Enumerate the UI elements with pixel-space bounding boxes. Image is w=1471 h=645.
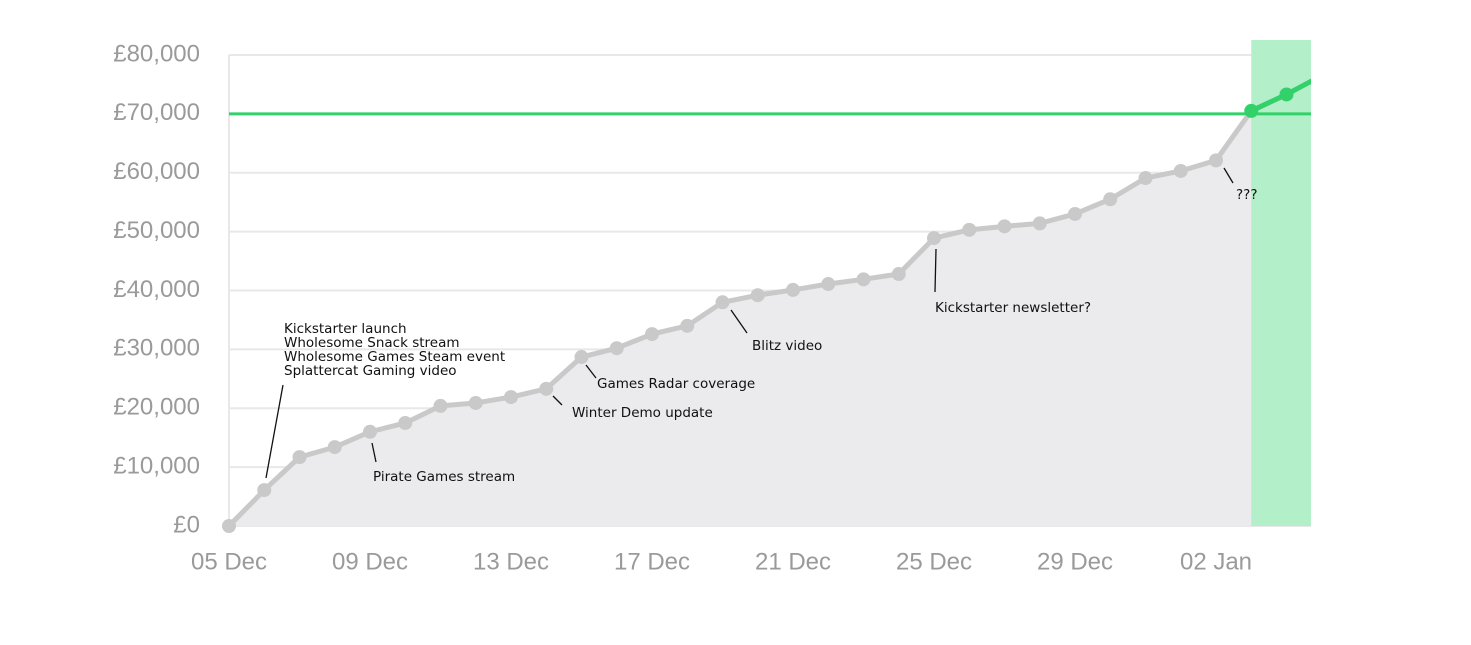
annotation-leader (371, 442, 377, 463)
area (229, 81, 1311, 526)
annotation-leader (265, 384, 284, 479)
x-tick-label: 09 Dec (332, 548, 408, 575)
x-tick-label: 25 Dec (896, 548, 972, 575)
x-tick-label: 13 Dec (473, 548, 549, 575)
point (327, 440, 342, 455)
point (1103, 192, 1118, 207)
annotation: Wholesome Snack stream (284, 335, 460, 351)
point (645, 327, 659, 342)
point (891, 267, 906, 282)
annotation: Wholesome Games Steam event (284, 349, 505, 365)
x-tick-label: 17 Dec (614, 548, 690, 575)
y-tick-label: £60,000 (113, 158, 200, 185)
annotation: Kickstarter launch (284, 321, 407, 337)
annotation: Kickstarter newsletter? (935, 300, 1091, 316)
x-tick-label: 29 Dec (1037, 548, 1113, 575)
annotation: ??? (1236, 187, 1258, 203)
point (222, 519, 236, 533)
line-above-goal (1250, 78, 1311, 114)
point (292, 450, 307, 465)
point (363, 424, 377, 439)
point (786, 282, 800, 297)
point (504, 390, 518, 405)
y-tick-label: £80,000 (113, 40, 200, 67)
point (574, 350, 589, 365)
point (1068, 206, 1082, 221)
annotation: Pirate Games stream (373, 469, 515, 485)
point (539, 381, 554, 396)
point (1138, 171, 1153, 186)
y-tick-label: £10,000 (113, 452, 200, 479)
point (433, 398, 448, 413)
point (856, 272, 871, 287)
y-tick-label: £50,000 (113, 217, 200, 244)
y-tick-label: £0 (173, 511, 200, 538)
annotation-leader (1223, 167, 1234, 184)
annotation: Winter Demo update (572, 405, 713, 421)
y-tick-label: £30,000 (113, 335, 200, 362)
y-tick-label: £70,000 (113, 99, 200, 126)
point (962, 222, 977, 237)
point (821, 277, 836, 292)
x-tick-label: 21 Dec (755, 548, 831, 575)
goal-zone (1251, 40, 1311, 526)
x-tick-label: 02 Jan (1180, 548, 1252, 575)
annotation-leader (934, 248, 937, 293)
x-tick-label: 05 Dec (191, 548, 267, 575)
point (1032, 216, 1047, 231)
annotation-leader (552, 395, 563, 406)
point (927, 231, 941, 246)
plot-area (222, 40, 1329, 533)
point (609, 341, 624, 356)
annotation: Games Radar coverage (597, 376, 755, 392)
y-tick-label: £40,000 (113, 276, 200, 303)
point (1315, 69, 1329, 83)
point (715, 295, 730, 310)
point (750, 288, 765, 303)
point (398, 415, 413, 430)
annotation: Blitz video (752, 338, 822, 354)
point (997, 219, 1012, 234)
point (1209, 153, 1223, 168)
annotation-leader (730, 309, 748, 334)
point (468, 395, 483, 410)
point (680, 318, 695, 333)
point (1173, 163, 1188, 178)
point (257, 483, 272, 498)
annotation-leader (585, 364, 597, 379)
y-tick-label: £20,000 (113, 394, 200, 421)
annotation: Splattercat Gaming video (284, 363, 457, 379)
